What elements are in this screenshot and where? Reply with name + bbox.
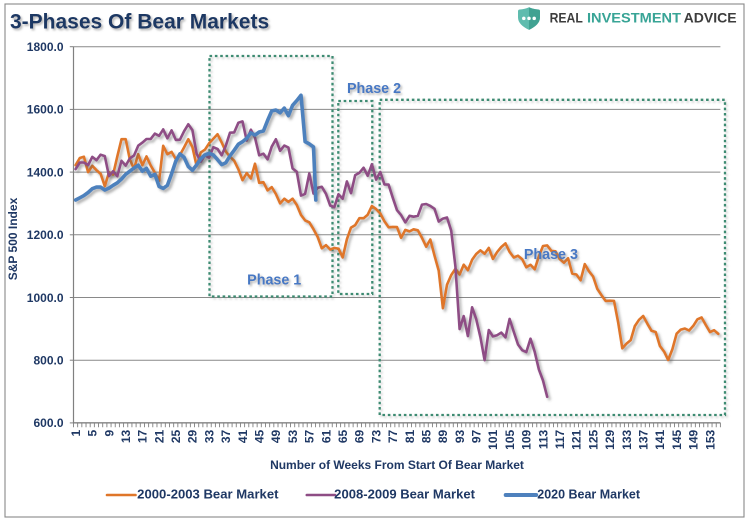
svg-text:45: 45 [253,429,267,443]
svg-text:5: 5 [86,429,100,436]
svg-text:2020 Bear Market: 2020 Bear Market [537,487,641,501]
svg-text:9: 9 [102,429,116,436]
svg-text:129: 129 [603,429,617,449]
svg-text:145: 145 [670,429,684,449]
svg-text:113: 113 [536,429,550,449]
svg-text:117: 117 [553,429,567,449]
svg-text:1600.0: 1600.0 [27,103,64,117]
svg-text:1400.0: 1400.0 [27,165,64,179]
svg-text:61: 61 [319,429,333,443]
svg-text:137: 137 [637,429,651,449]
svg-text:INVESTMENT: INVESTMENT [587,10,681,26]
svg-text:121: 121 [570,429,584,449]
svg-text:ADVICE: ADVICE [684,10,737,26]
svg-text:Number of Weeks From Start Of: Number of Weeks From Start Of Bear Marke… [270,458,524,472]
svg-text:73: 73 [369,429,383,443]
svg-text:97: 97 [470,429,484,443]
svg-text:93: 93 [453,429,467,443]
svg-text:Phase 3: Phase 3 [524,247,578,263]
svg-text:29: 29 [186,429,200,443]
svg-text:77: 77 [386,429,400,443]
svg-text:69: 69 [353,429,367,443]
svg-text:25: 25 [169,429,183,443]
svg-text:81: 81 [403,429,417,443]
svg-text:37: 37 [219,429,233,443]
svg-text:17: 17 [136,429,150,443]
svg-text:1000.0: 1000.0 [27,291,64,305]
svg-text:REAL: REAL [550,10,584,26]
svg-text:57: 57 [303,429,317,443]
svg-text:13: 13 [119,429,133,443]
svg-text:2000-2003 Bear Market: 2000-2003 Bear Market [137,487,279,501]
svg-text:1200.0: 1200.0 [27,228,64,242]
svg-text:1800.0: 1800.0 [27,40,64,54]
svg-text:65: 65 [336,429,350,443]
svg-text:S&P 500 Index: S&P 500 Index [6,197,20,280]
svg-text:33: 33 [202,429,216,443]
svg-text:101: 101 [486,429,500,449]
svg-text:Phase 2: Phase 2 [347,81,401,97]
svg-text:800.0: 800.0 [33,354,63,368]
svg-text:133: 133 [620,429,634,449]
svg-text:149: 149 [687,429,701,449]
svg-text:1: 1 [69,429,83,436]
svg-text:41: 41 [236,429,250,443]
svg-text:49: 49 [269,429,283,443]
svg-text:600.0: 600.0 [33,416,63,430]
svg-text:105: 105 [503,429,517,449]
svg-text:141: 141 [653,429,667,449]
svg-text:125: 125 [586,429,600,449]
svg-text:Phase 1: Phase 1 [247,273,301,289]
svg-text:109: 109 [520,429,534,449]
svg-text:3-Phases Of Bear Markets: 3-Phases Of Bear Markets [10,11,269,34]
svg-text:2008-2009 Bear Market: 2008-2009 Bear Market [334,487,476,501]
svg-text:85: 85 [420,429,434,443]
svg-text:21: 21 [152,429,166,443]
svg-text:53: 53 [286,429,300,443]
svg-text:89: 89 [436,429,450,443]
svg-text:153: 153 [703,429,717,449]
